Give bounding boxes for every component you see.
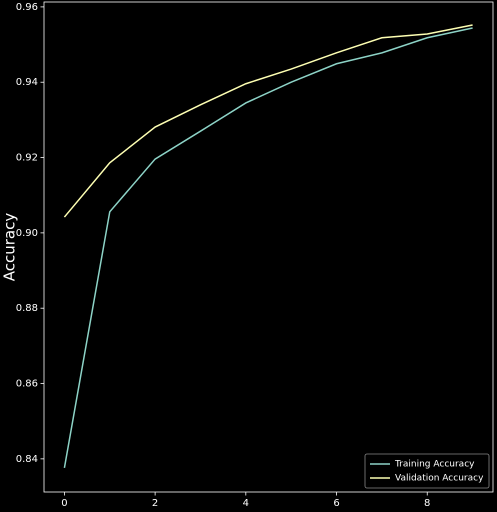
x-tick-label: 2 (152, 498, 158, 509)
legend-label: Validation Accuracy (395, 474, 484, 484)
x-tick-label: 6 (333, 498, 339, 509)
y-tick-label: 0.96 (16, 2, 38, 13)
y-tick-label: 0.86 (16, 379, 38, 390)
y-tick-label: 0.94 (16, 77, 38, 88)
x-tick-label: 0 (61, 498, 67, 509)
y-tick-label: 0.92 (16, 153, 38, 164)
y-tick-label: 0.88 (16, 303, 38, 314)
y-axis-label: Accuracy (1, 213, 19, 282)
x-tick-label: 8 (424, 498, 430, 509)
y-tick-label: 0.84 (16, 454, 38, 465)
x-tick-label: 4 (243, 498, 249, 509)
line (63, 24, 473, 218)
line (63, 27, 473, 469)
legend-box (364, 453, 490, 489)
y-tick-label: 0.90 (16, 228, 38, 239)
legend-label: Training Accuracy (394, 460, 475, 470)
plot-frame (43, 1, 494, 493)
